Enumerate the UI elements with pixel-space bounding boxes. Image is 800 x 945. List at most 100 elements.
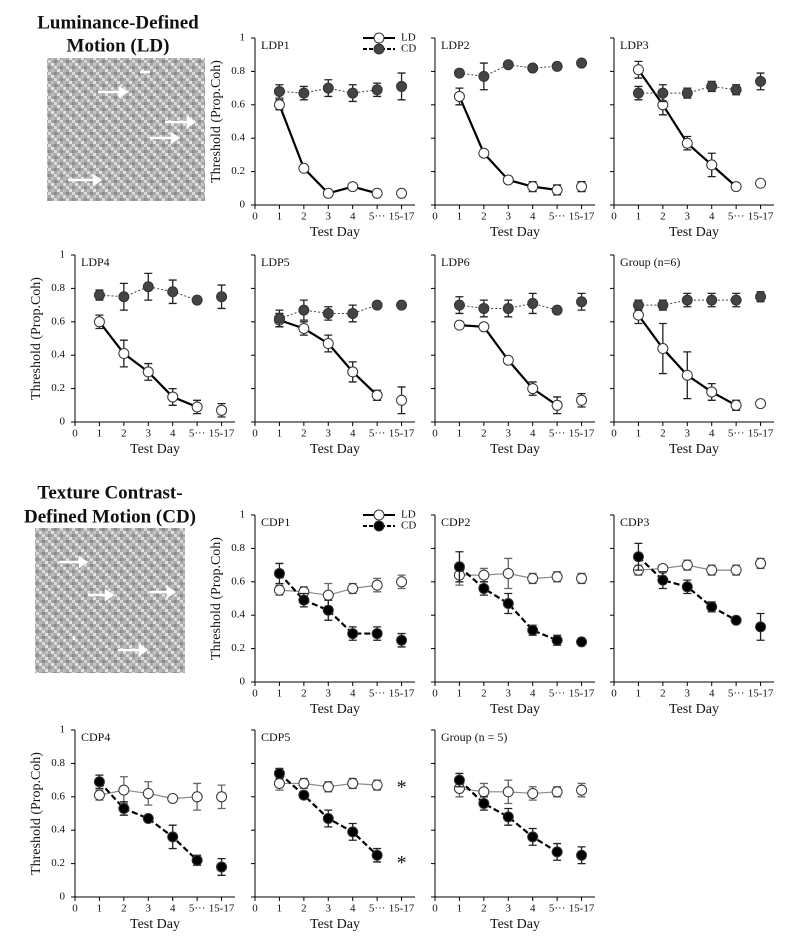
panel-title: Group (n = 5): [441, 730, 507, 744]
panel-title: LDP1: [261, 38, 290, 52]
x-tick-label: 5···: [549, 688, 566, 700]
x-tick-label: 15-17: [209, 428, 235, 440]
x-tick-label: 5···: [369, 688, 386, 700]
data-point: [576, 636, 588, 648]
data-point: [502, 302, 514, 314]
data-point: [551, 184, 563, 196]
y-tick-label: 0.6: [231, 575, 245, 587]
x-tick-label: 4: [350, 211, 356, 223]
y-tick-label: 0.8: [231, 65, 245, 77]
data-point: [478, 786, 490, 798]
data-point: [298, 594, 310, 606]
series-line: [459, 64, 558, 77]
data-point: [118, 802, 130, 814]
data-point: [478, 302, 490, 314]
x-tick-label: 15-17: [748, 211, 774, 223]
data-point: [527, 297, 539, 309]
panel: 0 1 2 3 4 5··· 15-17 Test Day CDP2: [431, 514, 595, 717]
x-axis-label: Test Day: [669, 225, 719, 240]
data-point: [322, 813, 334, 825]
data-point: [527, 624, 539, 636]
data-point: [502, 354, 514, 366]
data-point: [755, 291, 767, 303]
panel-title: CDP3: [620, 515, 649, 529]
data-point: [576, 394, 588, 406]
data-point: [657, 574, 669, 586]
data-point: [706, 159, 718, 171]
x-tick-label: 1: [636, 428, 642, 440]
data-point: [118, 784, 130, 796]
y-tick-label: 0.2: [51, 382, 65, 394]
data-point: [657, 343, 669, 355]
data-point: [93, 316, 105, 328]
data-point: [576, 849, 588, 861]
x-axis-label: Test Day: [490, 442, 540, 457]
y-tick-label: 0.6: [51, 790, 65, 802]
x-tick-label: 3: [685, 428, 691, 440]
data-point: [453, 299, 465, 311]
data-point: [551, 786, 563, 798]
panel-title: LDP2: [441, 38, 470, 52]
legend-marker: [373, 43, 385, 55]
data-point: [527, 62, 539, 74]
data-point: [478, 321, 490, 333]
x-tick-label: 15-17: [748, 428, 774, 440]
y-tick-label: 0.4: [231, 132, 245, 144]
x-tick-label: 0: [252, 688, 258, 700]
data-point: [322, 187, 334, 199]
data-point: [216, 861, 228, 873]
series-line: [98, 781, 198, 862]
data-point: [347, 181, 359, 193]
x-tick-label: 15-17: [569, 428, 595, 440]
x-tick-label: 3: [685, 211, 691, 223]
y-tick-label: 1: [60, 724, 66, 736]
data-point: [322, 589, 334, 601]
section-title: Defined Motion (CD): [24, 506, 196, 527]
data-point: [551, 634, 563, 646]
x-tick-label: 5···: [728, 428, 745, 440]
data-point: [527, 572, 539, 584]
data-point: [502, 567, 514, 579]
x-tick-label: 0: [252, 211, 258, 223]
x-tick-label: 4: [170, 903, 176, 915]
x-tick-label: 1: [277, 428, 283, 440]
data-point: [527, 181, 539, 193]
y-tick-label: 1: [240, 32, 246, 44]
data-point: [347, 87, 359, 99]
panel: 0 0.2 0.4 0.6 0.8 1 0 1 2 3 4 5··· 15-17 Test Day Thre…: [29, 249, 235, 457]
data-point: [273, 767, 285, 779]
data-point: [322, 338, 334, 350]
x-tick-label: 3: [326, 211, 332, 223]
data-point: [551, 304, 563, 316]
data-point: [755, 621, 767, 633]
x-tick-label: 2: [481, 211, 487, 223]
data-point: [322, 307, 334, 319]
y-axis-label: Threshold (Prop.Coh): [29, 277, 44, 400]
x-axis-label: Test Day: [310, 442, 360, 457]
data-point: [502, 174, 514, 186]
x-tick-label: 2: [301, 903, 307, 915]
data-point: [453, 561, 465, 573]
x-tick-label: 1: [457, 903, 463, 915]
x-tick-label: 15-17: [569, 211, 595, 223]
x-tick-label: 4: [530, 211, 536, 223]
data-point: [142, 813, 154, 825]
data-point: [322, 82, 334, 94]
data-point: [142, 366, 154, 378]
x-tick-label: 0: [611, 211, 617, 223]
data-point: [191, 854, 203, 866]
data-point: [502, 811, 514, 823]
x-tick-label: 2: [660, 211, 666, 223]
data-point: [273, 85, 285, 97]
x-axis-label: Test Day: [669, 702, 719, 717]
x-axis-label: Test Day: [310, 702, 360, 717]
x-tick-label: 15-17: [209, 903, 235, 915]
data-point: [527, 787, 539, 799]
data-point: [453, 67, 465, 79]
data-point: [93, 776, 105, 788]
data-point: [167, 831, 179, 843]
data-point: [527, 383, 539, 395]
stimulus-image: [47, 58, 205, 201]
data-point: [755, 398, 767, 410]
